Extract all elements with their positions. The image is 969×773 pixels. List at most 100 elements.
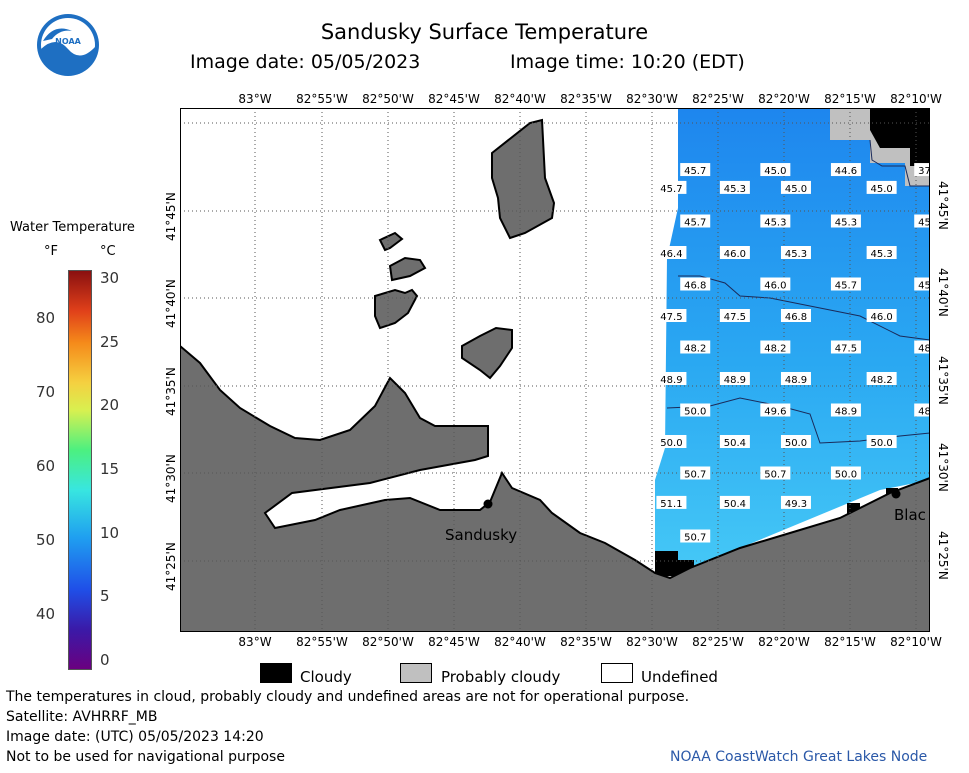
cloudy-swatch (260, 663, 292, 683)
longitude-label-bottom: 82°50'W (362, 635, 414, 649)
longitude-label-bottom: 82°55'W (296, 635, 348, 649)
temperature-label: 48.9 (780, 372, 811, 386)
legend-c-tick: 0 (100, 651, 110, 669)
sandusky-label: Sandusky (445, 526, 517, 544)
svg-text:49.3: 49.3 (785, 499, 807, 510)
legend-c-tick: 15 (100, 460, 120, 478)
latitude-label-right: 41°25'N (936, 531, 950, 580)
legend-c-tick: 25 (100, 332, 120, 351)
temperature-label: 48.2 (866, 372, 897, 386)
temperature-label: 46.8 (780, 309, 811, 323)
land-south-shore (180, 344, 930, 632)
image-date: Image date: 05/05/2023 (190, 51, 421, 73)
temperature-label: 46.0 (760, 277, 791, 292)
latitude-label-right: 41°30'N (936, 443, 950, 492)
svg-text:45.7: 45.7 (684, 218, 706, 229)
svg-text:48.9: 48.9 (918, 407, 930, 418)
temperature-label: 45.0 (760, 163, 791, 177)
latitude-label-left: 41°30'N (164, 454, 178, 503)
temperature-label: 45.7 (680, 163, 711, 177)
temperature-label: 48.0 (914, 340, 930, 355)
svg-text:48.9: 48.9 (785, 375, 807, 386)
temperature-label: 50.0 (680, 403, 711, 418)
color-scale-bar (68, 270, 92, 670)
latitude-label-right: 41°35'N (936, 356, 950, 405)
temperature-label: 48.9 (914, 403, 930, 418)
temperature-label: 50.7 (760, 466, 791, 481)
sandusky-marker (483, 499, 493, 509)
legend-f-tick: 60 (36, 457, 56, 475)
svg-text:48.2: 48.2 (870, 375, 892, 386)
longitude-label-bottom: 82°20'W (758, 635, 810, 649)
temperature-label: 45.0 (914, 214, 930, 229)
svg-text:51.1: 51.1 (660, 499, 682, 510)
svg-text:47.5: 47.5 (724, 312, 746, 323)
svg-text:50.7: 50.7 (764, 470, 786, 481)
legend-f-tick: 50 (36, 531, 56, 549)
undefined-swatch (601, 663, 633, 683)
footer-satellite: Satellite: AVHRRF_MB (6, 709, 158, 725)
latitude-label-left: 41°25'N (164, 542, 178, 591)
temperature-label: 50.4 (719, 435, 750, 449)
black-label: Blac (894, 506, 926, 524)
legend-f-tick: 80 (36, 309, 56, 327)
longitude-label-bottom: 82°40'W (494, 635, 546, 649)
svg-text:50.0: 50.0 (684, 407, 706, 418)
svg-text:45.7: 45.7 (684, 166, 706, 177)
temperature-label: 48.9 (656, 372, 687, 386)
temperature-label: 48.9 (830, 403, 861, 418)
temperature-label: 47.5 (830, 340, 861, 355)
footer-credit: NOAA CoastWatch Great Lakes Node (670, 749, 928, 765)
island-middle-bass (378, 231, 404, 252)
legend-unit-c: °C (100, 244, 116, 259)
temperature-label: 48.2 (680, 340, 711, 355)
temperature-label: 45.3 (780, 246, 811, 260)
latitude-label-left: 41°45'N (164, 192, 178, 241)
temperature-label: 50.7 (680, 466, 711, 481)
temperature-label: 44.6 (830, 163, 861, 177)
water-temperature-area (655, 108, 930, 570)
svg-text:45.3: 45.3 (724, 184, 746, 195)
island-kelleys (461, 326, 513, 380)
svg-text:50.0: 50.0 (835, 470, 857, 481)
temperature-label: 45.7 (656, 180, 687, 195)
temperature-label: 45.7 (830, 277, 861, 292)
longitude-label-top: 82°25'W (692, 92, 744, 106)
svg-text:46.8: 46.8 (785, 312, 807, 323)
svg-text:48.9: 48.9 (835, 407, 857, 418)
isotherm-line (869, 139, 930, 187)
legend-c-tick: 30 (100, 269, 120, 287)
legend-f-tick: 40 (36, 605, 56, 623)
longitude-label-bottom: 82°45'W (428, 635, 480, 649)
temperature-label: 47.5 (656, 309, 687, 323)
temperature-label: 45.7 (680, 214, 711, 229)
svg-text:45.0: 45.0 (785, 184, 807, 195)
svg-text:37.8: 37.8 (918, 166, 930, 177)
footer-navigation-note: Not to be used for navigational purpose (6, 749, 285, 765)
longitude-label-top: 82°40'W (494, 92, 546, 106)
longitude-label-top: 82°15'W (824, 92, 876, 106)
temperature-label: 46.4 (656, 246, 687, 260)
temperature-label: 46.0 (866, 309, 897, 323)
svg-text:44.6: 44.6 (835, 166, 857, 177)
temperature-label: 47.5 (719, 309, 750, 323)
svg-text:46.0: 46.0 (870, 312, 892, 323)
temperature-label: 45.3 (760, 214, 791, 229)
temperature-label: 51.1 (656, 495, 687, 510)
latitude-label-right: 41°40'N (936, 268, 950, 317)
temperature-label: 50.0 (866, 435, 897, 449)
svg-text:45.0: 45.0 (918, 218, 930, 229)
probably-cloudy-swatch (400, 663, 432, 683)
svg-text:45.7: 45.7 (660, 184, 682, 195)
svg-text:45.3: 45.3 (870, 249, 892, 260)
latitude-label-right: 41°45'N (936, 181, 950, 230)
longitude-label-top: 82°10'W (890, 92, 942, 106)
temperature-label: 46.8 (680, 277, 711, 292)
svg-text:47.5: 47.5 (660, 312, 682, 323)
longitude-label-top: 82°50'W (362, 92, 414, 106)
svg-text:48.2: 48.2 (684, 344, 706, 355)
island-south-bass (374, 288, 419, 330)
longitude-label-bottom: 82°35'W (560, 635, 612, 649)
svg-text:50.7: 50.7 (684, 470, 706, 481)
temperature-label: 50.0 (780, 435, 811, 449)
